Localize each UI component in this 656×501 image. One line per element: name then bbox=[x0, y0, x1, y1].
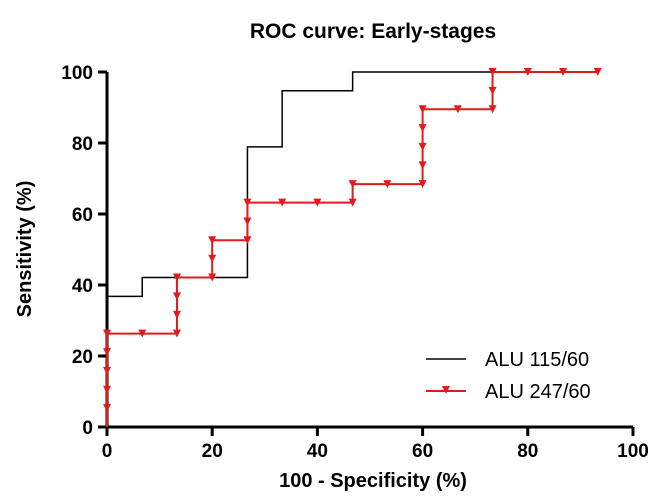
legend-label-alu-247: ALU 247/60 bbox=[485, 381, 591, 403]
data-point bbox=[313, 198, 322, 207]
data-point bbox=[172, 292, 181, 301]
x-tick-label: 0 bbox=[102, 441, 113, 462]
data-point bbox=[208, 236, 217, 245]
series-line bbox=[106, 71, 598, 427]
series-layer bbox=[103, 68, 602, 427]
series-line bbox=[106, 71, 598, 427]
data-point bbox=[418, 105, 427, 114]
data-point bbox=[208, 273, 217, 282]
data-point bbox=[103, 385, 111, 394]
chart-title: ROC curve: Early-stages bbox=[250, 20, 496, 43]
data-point bbox=[103, 366, 111, 375]
y-tick-label: 40 bbox=[72, 276, 93, 297]
legend-marker-alu-247 bbox=[442, 386, 450, 394]
data-point bbox=[348, 198, 357, 207]
data-point bbox=[103, 404, 111, 413]
x-tick-label: 40 bbox=[307, 441, 328, 462]
data-point bbox=[278, 198, 287, 207]
data-point bbox=[559, 68, 568, 76]
x-tick-label: 100 bbox=[617, 441, 649, 462]
data-point bbox=[488, 68, 497, 76]
y-tick-label: 20 bbox=[72, 347, 93, 368]
tick-labels: 0 20 40 60 80 100 0 20 40 60 80 100 bbox=[61, 63, 649, 462]
data-point bbox=[348, 180, 357, 189]
data-point bbox=[243, 198, 252, 207]
y-tick-label: 100 bbox=[61, 63, 93, 84]
x-axis-label: 100 - Specificity (%) bbox=[279, 470, 467, 492]
data-point bbox=[523, 68, 532, 76]
data-point bbox=[138, 329, 147, 338]
series-0 bbox=[106, 71, 598, 427]
y-tick-label: 0 bbox=[82, 418, 93, 439]
x-tick-label: 80 bbox=[517, 441, 538, 462]
data-point bbox=[488, 105, 497, 114]
series-1 bbox=[103, 68, 602, 427]
data-point bbox=[383, 180, 392, 189]
ticks bbox=[98, 70, 635, 436]
data-point bbox=[418, 161, 427, 170]
data-point bbox=[103, 348, 111, 357]
data-point bbox=[453, 105, 462, 114]
data-point bbox=[488, 86, 497, 95]
data-point bbox=[103, 329, 111, 338]
data-point bbox=[418, 142, 427, 151]
y-tick-label: 60 bbox=[72, 205, 93, 226]
data-point bbox=[418, 124, 427, 133]
x-tick-label: 20 bbox=[202, 441, 223, 462]
data-point bbox=[593, 68, 602, 76]
x-tick-label: 60 bbox=[412, 441, 433, 462]
y-tick-label: 80 bbox=[72, 134, 93, 155]
y-axis-label: Sensitivity (%) bbox=[14, 181, 36, 318]
data-point bbox=[208, 254, 217, 263]
data-point bbox=[172, 310, 181, 319]
data-point bbox=[172, 329, 181, 338]
data-point bbox=[172, 273, 181, 282]
data-point bbox=[418, 180, 427, 189]
axes bbox=[105, 72, 633, 429]
data-point bbox=[243, 217, 252, 226]
legend-label-alu-115: ALU 115/60 bbox=[485, 349, 589, 371]
data-point bbox=[243, 236, 252, 245]
legend: ALU 115/60 ALU 247/60 bbox=[426, 349, 591, 403]
